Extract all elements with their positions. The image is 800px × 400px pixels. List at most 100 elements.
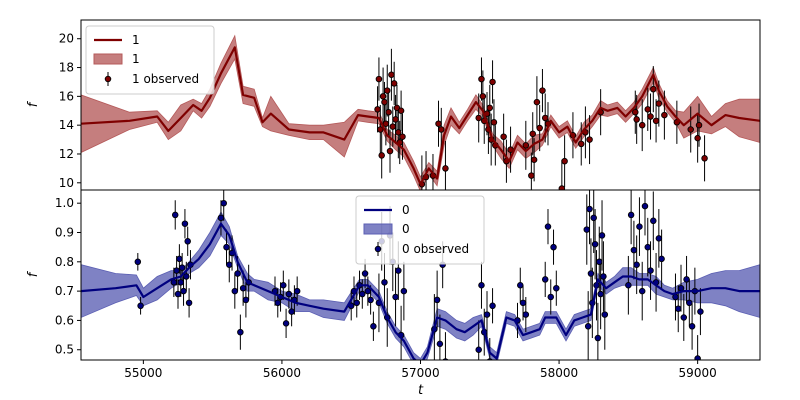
observed-series bbox=[374, 48, 708, 190]
observed-point bbox=[435, 120, 442, 127]
observed-point bbox=[600, 273, 607, 280]
observed-point bbox=[280, 282, 287, 289]
observed-point bbox=[541, 114, 549, 122]
y-tick-label: 10 bbox=[59, 176, 74, 190]
observed-point bbox=[550, 243, 557, 251]
y-tick-label: 12 bbox=[59, 147, 74, 161]
observed-point bbox=[359, 290, 366, 298]
observed-point bbox=[180, 287, 187, 295]
observed-point bbox=[285, 290, 293, 298]
legend-entry-label: 1 bbox=[132, 52, 140, 66]
observed-point bbox=[584, 323, 592, 330]
observed-point bbox=[177, 279, 185, 286]
mean-line bbox=[81, 46, 760, 186]
observed-point bbox=[644, 106, 652, 113]
observed-point bbox=[364, 287, 372, 295]
observed-point bbox=[486, 104, 494, 112]
observed-point bbox=[274, 299, 282, 307]
observed-point bbox=[577, 140, 585, 148]
observed-point bbox=[658, 255, 665, 263]
observed-point bbox=[647, 267, 654, 274]
x-tick-label: 58000 bbox=[540, 366, 578, 380]
x-axis-label: t bbox=[418, 383, 424, 398]
x-tick-label: 55000 bbox=[124, 366, 162, 380]
observed-point bbox=[226, 261, 233, 268]
y-tick-label: 18 bbox=[59, 61, 74, 75]
observed-point bbox=[688, 323, 696, 330]
observed-point bbox=[633, 261, 640, 268]
observed-point bbox=[173, 267, 180, 274]
uncertainty-band bbox=[81, 34, 760, 190]
observed-point bbox=[596, 258, 603, 266]
observed-point bbox=[539, 87, 546, 94]
x-tick-label: 57000 bbox=[401, 366, 439, 380]
observed-point bbox=[185, 299, 193, 307]
observed-point bbox=[683, 276, 690, 283]
observed-point bbox=[586, 205, 593, 213]
observed-point bbox=[237, 328, 244, 336]
observed-point bbox=[400, 287, 408, 295]
x-tick-label: 59000 bbox=[679, 366, 717, 380]
observed-point bbox=[586, 136, 593, 143]
observed-point bbox=[561, 157, 568, 165]
observed-point bbox=[529, 130, 536, 138]
observed-point bbox=[674, 305, 682, 312]
observed-point bbox=[638, 121, 646, 129]
observed-point bbox=[632, 108, 639, 116]
observed-point bbox=[181, 220, 189, 227]
observed-point bbox=[171, 211, 179, 219]
observed-point bbox=[636, 223, 643, 230]
observed-point bbox=[382, 120, 390, 127]
observed-point bbox=[475, 114, 482, 122]
x-tick-label: 56000 bbox=[263, 366, 301, 380]
observed-point bbox=[220, 199, 227, 207]
legend-point-swatch bbox=[104, 75, 112, 83]
observed-point bbox=[558, 185, 566, 190]
observed-point bbox=[184, 238, 191, 245]
observed-point bbox=[134, 258, 142, 266]
observed-point bbox=[361, 270, 369, 277]
observed-point bbox=[553, 284, 560, 292]
observed-point bbox=[442, 165, 449, 172]
observed-point bbox=[655, 100, 663, 107]
observed-point bbox=[377, 126, 384, 133]
observed-point bbox=[183, 273, 190, 280]
legend-entry-label: 0 bbox=[402, 203, 410, 217]
observed-point bbox=[389, 123, 397, 130]
mean-line bbox=[81, 222, 760, 360]
observed-point bbox=[522, 142, 530, 149]
observed-point bbox=[677, 284, 685, 292]
legend-box bbox=[85, 25, 215, 95]
observed-point bbox=[633, 116, 640, 123]
observed-point bbox=[638, 287, 646, 295]
observed-point bbox=[378, 152, 385, 159]
observed-point bbox=[627, 211, 635, 219]
top-panel: 10 12 14 16 18 20 f 1 1 1 observed bbox=[26, 19, 761, 191]
observed-point bbox=[223, 243, 230, 251]
observed-point bbox=[483, 311, 491, 318]
observed-point bbox=[388, 71, 395, 78]
observed-point bbox=[598, 232, 606, 239]
observed-point bbox=[695, 121, 703, 129]
observed-point bbox=[587, 270, 595, 277]
legend: 0 0 0 observed bbox=[355, 195, 485, 265]
observed-point bbox=[533, 98, 541, 106]
observed-point bbox=[694, 355, 701, 360]
observed-point bbox=[239, 284, 247, 292]
observed-point bbox=[630, 246, 638, 254]
observed-point bbox=[644, 243, 652, 251]
observed-point bbox=[583, 226, 591, 233]
plot-area bbox=[81, 34, 760, 190]
observed-point bbox=[478, 75, 485, 83]
legend-point-swatch bbox=[374, 245, 382, 253]
y-axis-label: f bbox=[26, 270, 41, 277]
observed-point bbox=[385, 108, 392, 116]
observed-point bbox=[367, 296, 374, 304]
legend-band-swatch bbox=[93, 53, 123, 65]
observed-point bbox=[438, 126, 445, 133]
observed-point bbox=[392, 116, 399, 123]
observed-point bbox=[530, 156, 538, 163]
observed-point bbox=[650, 217, 657, 225]
observed-point bbox=[661, 111, 668, 119]
observed-point bbox=[137, 302, 144, 310]
